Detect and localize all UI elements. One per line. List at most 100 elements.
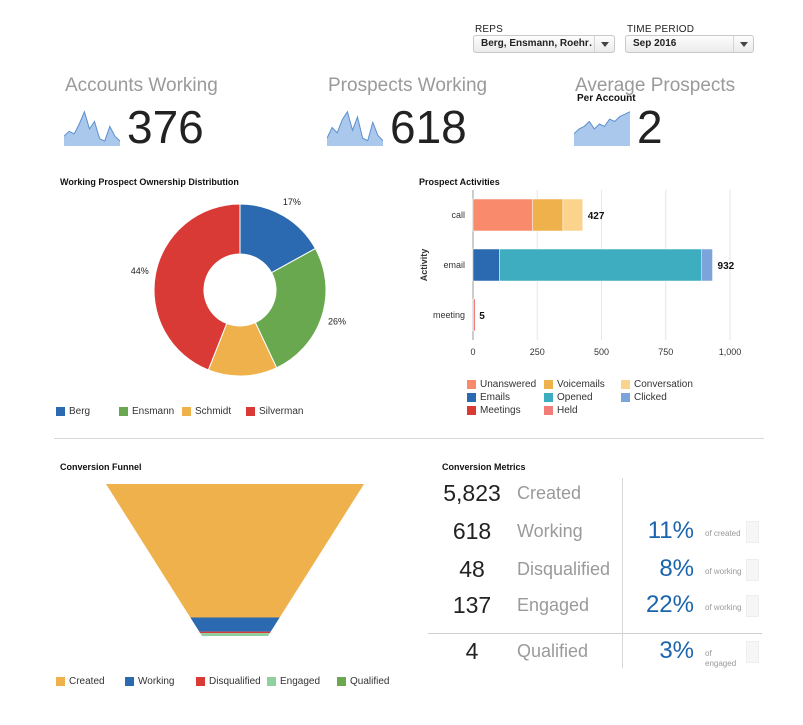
metric-sparkbox: [746, 641, 759, 663]
metric-of-label: of working: [705, 603, 742, 612]
kpi-prospects-value: 618: [390, 101, 467, 153]
legend-swatch: [467, 393, 476, 402]
legend-item-schmidt[interactable]: Schmidt: [182, 406, 231, 417]
kpi-average-title: Average Prospects: [575, 75, 736, 96]
bar-total-label: 932: [718, 261, 735, 272]
metric-label: Qualified: [517, 641, 589, 661]
metric-sparkbox: [746, 595, 759, 617]
legend-swatch: [544, 380, 553, 389]
sparkline-area: [327, 111, 383, 146]
y-tick-label: meeting: [433, 310, 465, 320]
legend-item-unanswered[interactable]: Unanswered: [467, 379, 536, 390]
sparkline-line: [574, 111, 630, 135]
legend-item-clicked[interactable]: Clicked: [621, 392, 667, 403]
legend-item-voicemails[interactable]: Voicemails: [544, 379, 605, 390]
legend-label: Ensmann: [132, 406, 175, 417]
metric-value: 4: [465, 638, 479, 664]
legend-item-ensmann[interactable]: Ensmann: [119, 406, 174, 417]
donut-label: 17%: [283, 197, 301, 207]
chevron-down-icon[interactable]: [594, 36, 614, 52]
x-tick-label: 500: [594, 347, 609, 357]
bar-total-label: 5: [479, 311, 485, 322]
legend-item-meetings[interactable]: Meetings: [467, 405, 521, 416]
legend-label: Meetings: [480, 405, 521, 416]
legend-item-qualified[interactable]: Qualified: [337, 676, 389, 687]
legend-item-engaged[interactable]: Engaged: [267, 676, 320, 687]
legend-item-held[interactable]: Held: [544, 405, 578, 416]
funnel-stage-created: [106, 484, 364, 618]
legend-item-berg[interactable]: Berg: [56, 406, 90, 417]
legend-label: Clicked: [634, 392, 667, 403]
section-divider: [54, 438, 764, 439]
legend-item-opened[interactable]: Opened: [544, 392, 593, 403]
metric-percent: 11%: [647, 517, 694, 544]
funnel-stage-disqualified: [199, 631, 271, 634]
funnel-stage-engaged: [200, 633, 270, 636]
metric-percent: 3%: [659, 637, 694, 664]
legend-item-conversation[interactable]: Conversation: [621, 379, 693, 390]
chevron-down-icon[interactable]: [733, 36, 753, 52]
legend-swatch: [196, 677, 205, 686]
metric-percent: 22%: [645, 591, 694, 618]
x-tick-label: 750: [658, 347, 673, 357]
legend-item-emails[interactable]: Emails: [467, 392, 510, 403]
reps-filter-label: REPS: [475, 24, 504, 35]
metric-value: 48: [459, 556, 485, 582]
metric-label: Disqualified: [517, 559, 611, 579]
legend-swatch: [467, 380, 476, 389]
donut-chart-title: Working Prospect Ownership Distribution: [60, 177, 239, 187]
metric-label: Created: [517, 483, 582, 503]
kpi-accounts-value: 376: [127, 101, 204, 153]
bar-call-conversation: [562, 198, 583, 232]
metric-sparkbox: [746, 521, 759, 543]
metric-of-label: of created: [705, 529, 741, 538]
legend-label: Qualified: [350, 676, 390, 687]
bar-legend: Unanswered Voicemails Conversation Emails Op…: [467, 379, 767, 421]
legend-item-disqualified[interactable]: Disqualified: [196, 676, 261, 687]
donut-slice-ensmann: [254, 247, 327, 369]
metric-sparkbox: [746, 559, 759, 581]
legend-swatch: [544, 406, 553, 415]
legend-swatch: [621, 393, 630, 402]
metric-percent: 8%: [659, 555, 694, 582]
metric-label: Engaged: [517, 595, 590, 615]
legend-item-created[interactable]: Created: [56, 676, 105, 687]
sparkline-line: [327, 110, 383, 142]
legend-swatch: [544, 393, 553, 402]
metric-of-label: of engaged: [705, 649, 737, 668]
bar-email-opened: [499, 248, 702, 282]
reps-select-value: Berg, Ensmann, Roehr…: [481, 38, 593, 49]
reps-select[interactable]: Berg, Ensmann, Roehr…: [473, 35, 615, 53]
y-axis-label: Activity: [419, 249, 429, 282]
legend-swatch: [246, 407, 255, 416]
legend-swatch: [621, 380, 630, 389]
y-tick-label: email: [443, 260, 465, 270]
legend-label: Held: [557, 405, 578, 416]
metric-value: 137: [452, 592, 492, 618]
bar-meeting-held: [473, 298, 476, 332]
legend-swatch: [267, 677, 276, 686]
kpi-accounts-title: Accounts Working: [65, 75, 218, 96]
legend-swatch: [182, 407, 191, 416]
conversion-funnel-chart: [106, 484, 364, 636]
legend-item-working[interactable]: Working: [125, 676, 175, 687]
legend-label: Schmidt: [195, 406, 232, 417]
donut-label: 13%: [234, 387, 252, 388]
funnel-legend: Created Working Disqualified Engaged Qualifi…: [56, 676, 416, 688]
sparkline-area: [574, 111, 630, 146]
legend-swatch: [119, 407, 128, 416]
metric-label: Working: [517, 521, 583, 541]
x-tick-label: 0: [470, 347, 475, 357]
donut-legend: Berg Ensmann Schmidt Silverman: [56, 406, 356, 418]
time-period-select[interactable]: Sep 2016: [625, 35, 754, 53]
kpi-average-subtitle: Per Account: [577, 93, 636, 104]
legend-swatch: [467, 406, 476, 415]
legend-item-silverman[interactable]: Silverman: [246, 406, 303, 417]
legend-label: Berg: [69, 406, 91, 417]
prospect-activities-bar-chart: 0 250 500 750 1,000 Activity call 427 email 932 me…: [419, 190, 741, 357]
legend-swatch: [56, 677, 65, 686]
metric-value: 618: [452, 518, 492, 544]
ownership-donut-chart: 17% 26% 13% 44%: [131, 197, 346, 388]
legend-label: Emails: [480, 392, 511, 403]
time-period-filter-label: TIME PERIOD: [627, 24, 695, 35]
